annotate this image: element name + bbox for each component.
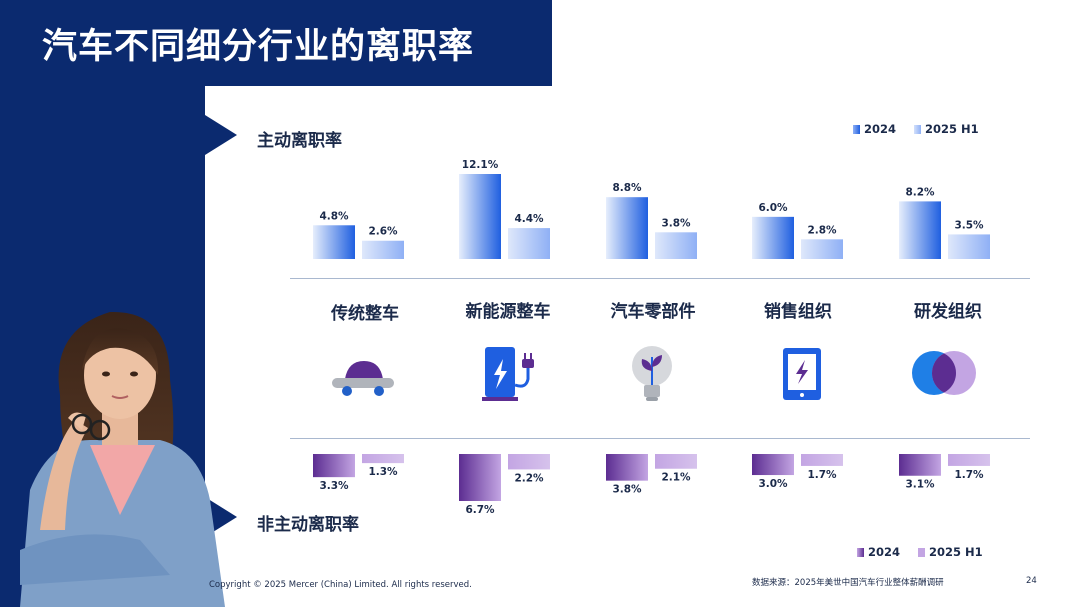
voluntary-bar-2025h1 bbox=[508, 228, 550, 259]
involuntary-section-label: 非主动离职率 bbox=[257, 515, 359, 535]
involuntary-legend: 2024 2025 H1 bbox=[857, 545, 983, 559]
voluntary-bar-2024 bbox=[752, 216, 794, 259]
page-title: 汽车不同细分行业的离职率 bbox=[42, 26, 475, 67]
involuntary-bar-2024 bbox=[752, 454, 794, 476]
data-label: 4.4% bbox=[514, 213, 544, 225]
person-image bbox=[20, 311, 225, 607]
data-label: 3.0% bbox=[758, 478, 788, 490]
data-label: 1.7% bbox=[807, 469, 837, 481]
voluntary-baseline bbox=[290, 278, 1030, 279]
category-label: 新能源整车 bbox=[465, 302, 551, 322]
data-label: 6.7% bbox=[465, 504, 495, 516]
source-note: 数据来源：2025年美世中国汽车行业整体薪酬调研 bbox=[752, 578, 944, 588]
legend-item-2024: 2024 bbox=[857, 545, 900, 559]
data-label: 12.1% bbox=[462, 159, 499, 171]
title-band bbox=[0, 0, 552, 86]
data-label: 6.0% bbox=[758, 202, 788, 214]
voluntary-bar-2024 bbox=[899, 201, 941, 259]
copyright-text: Copyright © 2025 Mercer (China) Limited.… bbox=[209, 580, 472, 590]
voluntary-bar-2024 bbox=[606, 197, 648, 259]
involuntary-bar-2024 bbox=[313, 454, 355, 478]
involuntary-bar-2024 bbox=[606, 454, 648, 481]
legend-label: 2025 H1 bbox=[925, 122, 979, 136]
data-label: 3.8% bbox=[661, 217, 691, 229]
involuntary-bar-2025h1 bbox=[362, 454, 404, 464]
legend-label: 2024 bbox=[864, 122, 897, 136]
lightbulb-leaf-icon bbox=[632, 346, 672, 401]
category-label: 传统整车 bbox=[331, 304, 399, 324]
data-label: 3.3% bbox=[319, 480, 349, 492]
legend-swatch bbox=[857, 547, 864, 557]
legend-item-2025h1: 2025 H1 bbox=[918, 545, 983, 559]
data-label: 3.5% bbox=[954, 219, 984, 231]
voluntary-bar-2024 bbox=[313, 225, 355, 259]
data-label: 2.1% bbox=[661, 472, 691, 484]
venn-circles-icon bbox=[912, 351, 976, 395]
legend-swatch bbox=[853, 124, 860, 134]
voluntary-legend: 2024 2025 H1 bbox=[853, 122, 979, 136]
category-label: 汽车零部件 bbox=[610, 302, 696, 322]
voluntary-bar-2025h1 bbox=[948, 234, 990, 259]
ev-charger-icon bbox=[482, 347, 534, 401]
voluntary-bar-2025h1 bbox=[655, 232, 697, 259]
page-number: 24 bbox=[1026, 576, 1037, 586]
category-label: 研发组织 bbox=[914, 302, 982, 322]
data-label: 8.2% bbox=[905, 186, 935, 198]
voluntary-bar-2025h1 bbox=[362, 240, 404, 259]
legend-label: 2025 H1 bbox=[929, 545, 983, 559]
data-label: 2.6% bbox=[368, 226, 398, 238]
involuntary-bar-2025h1 bbox=[655, 454, 697, 469]
data-label: 4.8% bbox=[319, 210, 349, 222]
involuntary-baseline bbox=[290, 438, 1030, 439]
involuntary-bar-2024 bbox=[459, 454, 501, 501]
involuntary-bar-2024 bbox=[899, 454, 941, 476]
voluntary-bar-2025h1 bbox=[801, 239, 843, 259]
legend-swatch bbox=[914, 124, 922, 134]
voluntary-bar-2024 bbox=[459, 174, 501, 259]
legend-item-2024: 2024 bbox=[853, 122, 896, 136]
legend-label: 2024 bbox=[868, 545, 901, 559]
data-label: 2.8% bbox=[807, 224, 837, 236]
involuntary-bar-2025h1 bbox=[801, 454, 843, 466]
voluntary-pointer bbox=[205, 115, 237, 155]
legend-swatch bbox=[918, 547, 926, 557]
data-label: 3.8% bbox=[612, 484, 642, 496]
tablet-icon bbox=[783, 348, 821, 400]
data-label: 3.1% bbox=[905, 479, 935, 491]
involuntary-bar-2025h1 bbox=[508, 454, 550, 470]
involuntary-bar-2025h1 bbox=[948, 454, 990, 466]
data-label: 2.2% bbox=[514, 472, 544, 484]
category-label: 销售组织 bbox=[764, 302, 832, 322]
legend-item-2025h1: 2025 H1 bbox=[914, 122, 979, 136]
data-label: 8.8% bbox=[612, 182, 642, 194]
data-label: 1.7% bbox=[954, 469, 984, 481]
voluntary-section-label: 主动离职率 bbox=[257, 131, 342, 151]
data-label: 1.3% bbox=[368, 466, 398, 478]
car-icon bbox=[332, 361, 394, 396]
